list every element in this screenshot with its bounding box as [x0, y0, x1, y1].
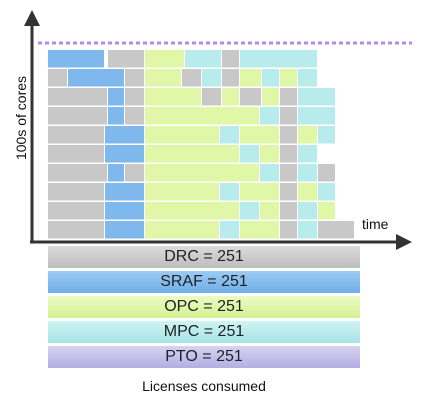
usage-cell	[145, 88, 201, 106]
usage-cell	[280, 145, 297, 163]
usage-cell	[145, 126, 219, 144]
usage-cell	[48, 202, 104, 220]
usage-cell	[220, 183, 239, 201]
usage-cell	[145, 183, 219, 201]
usage-cell	[280, 126, 297, 144]
usage-cell	[220, 221, 239, 239]
usage-cell	[48, 126, 104, 144]
usage-cell	[48, 164, 107, 182]
usage-cell	[222, 50, 239, 68]
usage-cell	[240, 50, 317, 68]
usage-cell	[105, 126, 144, 144]
usage-cell	[222, 88, 239, 106]
usage-cell	[222, 69, 239, 87]
usage-cell	[48, 183, 104, 201]
usage-cell	[108, 107, 124, 125]
usage-cell	[145, 202, 239, 220]
usage-cell	[240, 221, 279, 239]
usage-cell	[280, 69, 297, 87]
usage-cell	[280, 107, 297, 125]
licenses-consumed-caption: Licenses consumed	[48, 378, 360, 394]
usage-cell	[68, 69, 124, 87]
usage-cell	[105, 145, 144, 163]
usage-cell	[145, 69, 181, 87]
usage-cell	[240, 69, 261, 87]
usage-cell	[298, 88, 335, 106]
usage-cell	[48, 50, 104, 68]
usage-cell	[48, 107, 107, 125]
usage-cell	[185, 50, 221, 68]
usage-cell	[260, 202, 279, 220]
usage-cell	[260, 107, 279, 125]
usage-cell	[145, 107, 259, 125]
usage-cell	[108, 50, 144, 68]
usage-cell	[298, 69, 317, 87]
usage-cell	[125, 107, 144, 125]
usage-cell	[145, 164, 259, 182]
license-bar-sraf: SRAF = 251	[48, 271, 360, 293]
usage-cell	[105, 202, 144, 220]
usage-cell	[280, 183, 297, 201]
license-bar-opc: OPC = 251	[48, 296, 360, 318]
usage-cell	[240, 183, 279, 201]
license-bar-pto: PTO = 251	[48, 346, 360, 368]
usage-cell	[108, 164, 124, 182]
usage-cell	[125, 88, 144, 106]
usage-cell	[145, 145, 239, 163]
usage-cell	[262, 88, 279, 106]
usage-cell	[298, 164, 317, 182]
usage-cell	[48, 221, 104, 239]
usage-cell	[48, 69, 67, 87]
usage-cell	[240, 126, 279, 144]
usage-cell	[298, 145, 317, 163]
usage-cell	[318, 202, 335, 220]
license-bar-drc: DRC = 251	[48, 246, 360, 268]
usage-cell	[280, 221, 297, 239]
usage-cell	[262, 69, 279, 87]
usage-cell	[318, 164, 335, 182]
usage-cell	[125, 69, 144, 87]
usage-cell	[105, 221, 144, 239]
usage-cell	[125, 164, 144, 182]
usage-cell	[318, 183, 335, 201]
usage-cell	[182, 69, 201, 87]
usage-cell	[318, 126, 335, 144]
usage-cell	[145, 221, 219, 239]
y-axis-arrow	[24, 10, 40, 26]
usage-cell	[298, 107, 335, 125]
usage-cell	[318, 221, 354, 239]
usage-cell	[260, 145, 279, 163]
usage-cell	[202, 69, 221, 87]
usage-cell	[260, 164, 279, 182]
usage-cell	[298, 126, 317, 144]
usage-cell	[202, 88, 221, 106]
usage-cell	[298, 221, 317, 239]
usage-cell	[298, 183, 317, 201]
usage-cell	[240, 88, 261, 106]
usage-cell	[48, 88, 107, 106]
x-axis-arrow	[396, 234, 412, 250]
usage-cell	[240, 202, 259, 220]
usage-cell	[280, 202, 297, 220]
x-axis-label: time	[362, 216, 388, 232]
usage-cell	[108, 88, 124, 106]
usage-cell	[48, 145, 104, 163]
usage-cell	[280, 88, 297, 106]
usage-cell	[280, 164, 297, 182]
usage-cell	[240, 145, 259, 163]
y-axis-label: 100s of cores	[13, 63, 29, 173]
usage-cells	[48, 50, 354, 239]
usage-cell	[220, 126, 239, 144]
usage-cell	[105, 183, 144, 201]
license-bar-mpc: MPC = 251	[48, 321, 360, 343]
usage-cell	[298, 202, 317, 220]
usage-cell	[145, 50, 184, 68]
